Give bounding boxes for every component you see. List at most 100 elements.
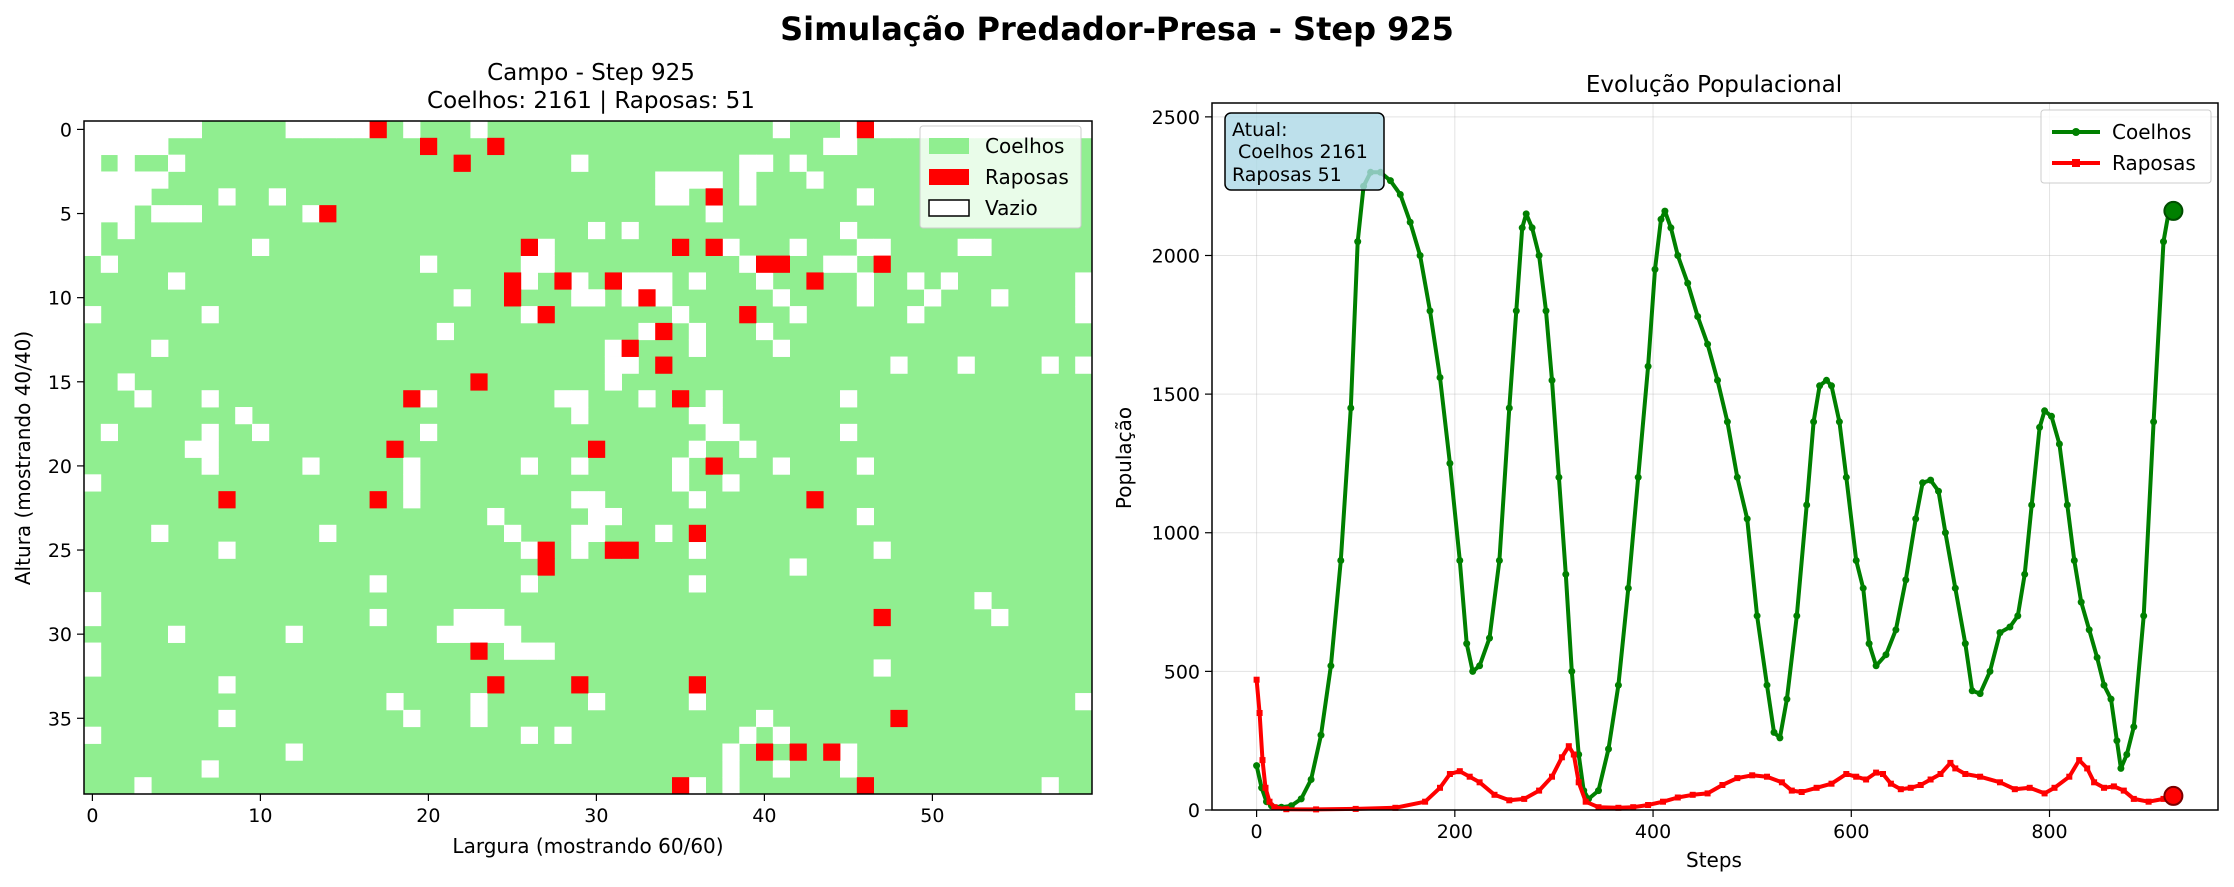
grid-y-tick-label: 20 bbox=[48, 456, 72, 478]
grid-cell-empty bbox=[470, 608, 488, 627]
data-point-rabbits bbox=[1456, 557, 1464, 564]
data-point-rabbits bbox=[1337, 557, 1345, 564]
annotation-rabbits: Coelhos 2161 bbox=[1232, 141, 1368, 163]
grid-cell-empty bbox=[873, 659, 891, 677]
data-point-rabbits bbox=[1961, 640, 1969, 648]
data-point-rabbits bbox=[1743, 515, 1751, 523]
data-point-foxes bbox=[1630, 804, 1637, 811]
grid-cell-empty bbox=[100, 188, 118, 206]
grid-cell-empty bbox=[655, 171, 673, 189]
data-point-rabbits bbox=[1614, 681, 1622, 689]
data-point-rabbits bbox=[1842, 473, 1850, 481]
grid-cell-empty bbox=[621, 221, 639, 240]
grid-cell-empty bbox=[100, 423, 118, 442]
grid-cell-fox bbox=[789, 743, 807, 761]
grid-cell-empty bbox=[621, 289, 639, 307]
legend-swatch-empty bbox=[928, 199, 970, 217]
data-point-rabbits bbox=[1476, 662, 1484, 670]
grid-cell-empty bbox=[302, 457, 320, 475]
data-point-rabbits bbox=[1386, 177, 1394, 185]
grid-cell-empty bbox=[520, 541, 538, 559]
data-point-foxes bbox=[1266, 798, 1273, 805]
line-y-tick-label: 1000 bbox=[1152, 523, 1200, 545]
grid-x-tick-label: 40 bbox=[752, 805, 776, 827]
data-point-rabbits bbox=[1512, 307, 1520, 315]
grid-cell-empty bbox=[772, 726, 790, 744]
data-point-rabbits bbox=[2055, 440, 2063, 448]
grid-cell-empty bbox=[890, 121, 908, 139]
data-point-foxes bbox=[1660, 798, 1666, 805]
data-point-rabbits bbox=[1624, 584, 1632, 592]
grid-cell-empty bbox=[168, 272, 186, 290]
data-point-rabbits bbox=[2100, 681, 2108, 689]
grid-cell-empty bbox=[840, 390, 858, 408]
grid-cell-fox bbox=[386, 440, 404, 458]
grid-y-tick-label: 15 bbox=[48, 372, 72, 394]
grid-cell-empty bbox=[184, 440, 202, 458]
grid-cell-empty bbox=[302, 121, 320, 139]
grid-cell-empty bbox=[218, 541, 236, 559]
grid-cell-empty bbox=[571, 541, 589, 559]
data-point-rabbits bbox=[1575, 751, 1583, 758]
grid-cell-empty bbox=[117, 221, 135, 240]
grid-cell-empty bbox=[168, 625, 186, 643]
data-point-rabbits bbox=[1935, 487, 1942, 495]
grid-cell-empty bbox=[403, 491, 421, 509]
data-point-rabbits bbox=[1694, 313, 1702, 320]
data-point-foxes bbox=[1615, 804, 1622, 811]
grid-cell-empty bbox=[705, 423, 723, 442]
data-point-rabbits bbox=[1835, 418, 1843, 426]
data-point-rabbits bbox=[2093, 654, 2101, 661]
line-x-tick-label: 600 bbox=[1833, 821, 1869, 843]
data-point-rabbits bbox=[1644, 362, 1652, 370]
grid-cell-empty bbox=[739, 154, 757, 172]
data-point-foxes bbox=[2120, 787, 2127, 794]
grid-cell-empty bbox=[453, 608, 471, 627]
grid-cell-empty bbox=[470, 625, 488, 643]
grid-cell-fox bbox=[218, 491, 236, 509]
grid-x-label: Largura (mostrando 60/60) bbox=[452, 834, 723, 858]
grid-cell-empty bbox=[688, 171, 706, 189]
grid-cell-empty bbox=[655, 524, 673, 543]
grid-cell-empty bbox=[588, 507, 606, 526]
grid-cell-empty bbox=[117, 171, 135, 189]
annotation-label: Atual: bbox=[1232, 119, 1287, 141]
grid-x-tick-label: 0 bbox=[86, 805, 98, 827]
data-point-foxes bbox=[1456, 768, 1463, 775]
grid-cell-empty bbox=[134, 137, 152, 156]
data-point-rabbits bbox=[2021, 570, 2029, 578]
grid-cell-empty bbox=[672, 306, 690, 324]
grid-cell-empty bbox=[84, 154, 102, 172]
data-point-foxes bbox=[1256, 710, 1263, 716]
data-point-rabbits bbox=[1723, 418, 1731, 426]
grid-cell-empty bbox=[520, 575, 538, 593]
grid-cell-empty bbox=[688, 693, 706, 711]
grid-cell-empty bbox=[940, 272, 958, 290]
grid-cell-empty bbox=[369, 608, 387, 627]
grid-cell-empty bbox=[840, 121, 858, 139]
line-chart-frame bbox=[1211, 102, 2219, 811]
line-y-axis: 0 500 1000 1500 2000 2500 bbox=[1152, 107, 1212, 822]
grid-cell-empty bbox=[688, 322, 706, 341]
grid-cell-empty bbox=[100, 137, 118, 156]
data-point-rabbits bbox=[1882, 651, 1890, 659]
grid-cell-fox bbox=[537, 558, 555, 576]
data-point-rabbits bbox=[1446, 459, 1454, 467]
data-point-foxes bbox=[2160, 795, 2167, 802]
data-point-rabbits bbox=[1568, 667, 1576, 675]
grid-cell-empty bbox=[974, 592, 992, 610]
data-point-foxes bbox=[1947, 759, 1954, 766]
data-point-rabbits bbox=[1354, 238, 1362, 246]
grid-cell-empty bbox=[722, 423, 740, 442]
legend-swatch-rabbits bbox=[929, 138, 969, 154]
grid-cell-empty bbox=[487, 608, 505, 627]
grid-cell-empty bbox=[604, 373, 622, 391]
data-point-foxes bbox=[2110, 783, 2117, 790]
data-point-rabbits bbox=[2063, 501, 2071, 509]
grid-cell-fox bbox=[672, 777, 690, 795]
grid-cell-empty bbox=[84, 137, 102, 156]
data-point-rabbits bbox=[1347, 404, 1355, 412]
data-point-rabbits bbox=[1968, 687, 1976, 695]
grid-cell-fox bbox=[756, 255, 774, 273]
grid-subtitle: Coelhos: 2161 | Raposas: 51 bbox=[427, 88, 755, 114]
